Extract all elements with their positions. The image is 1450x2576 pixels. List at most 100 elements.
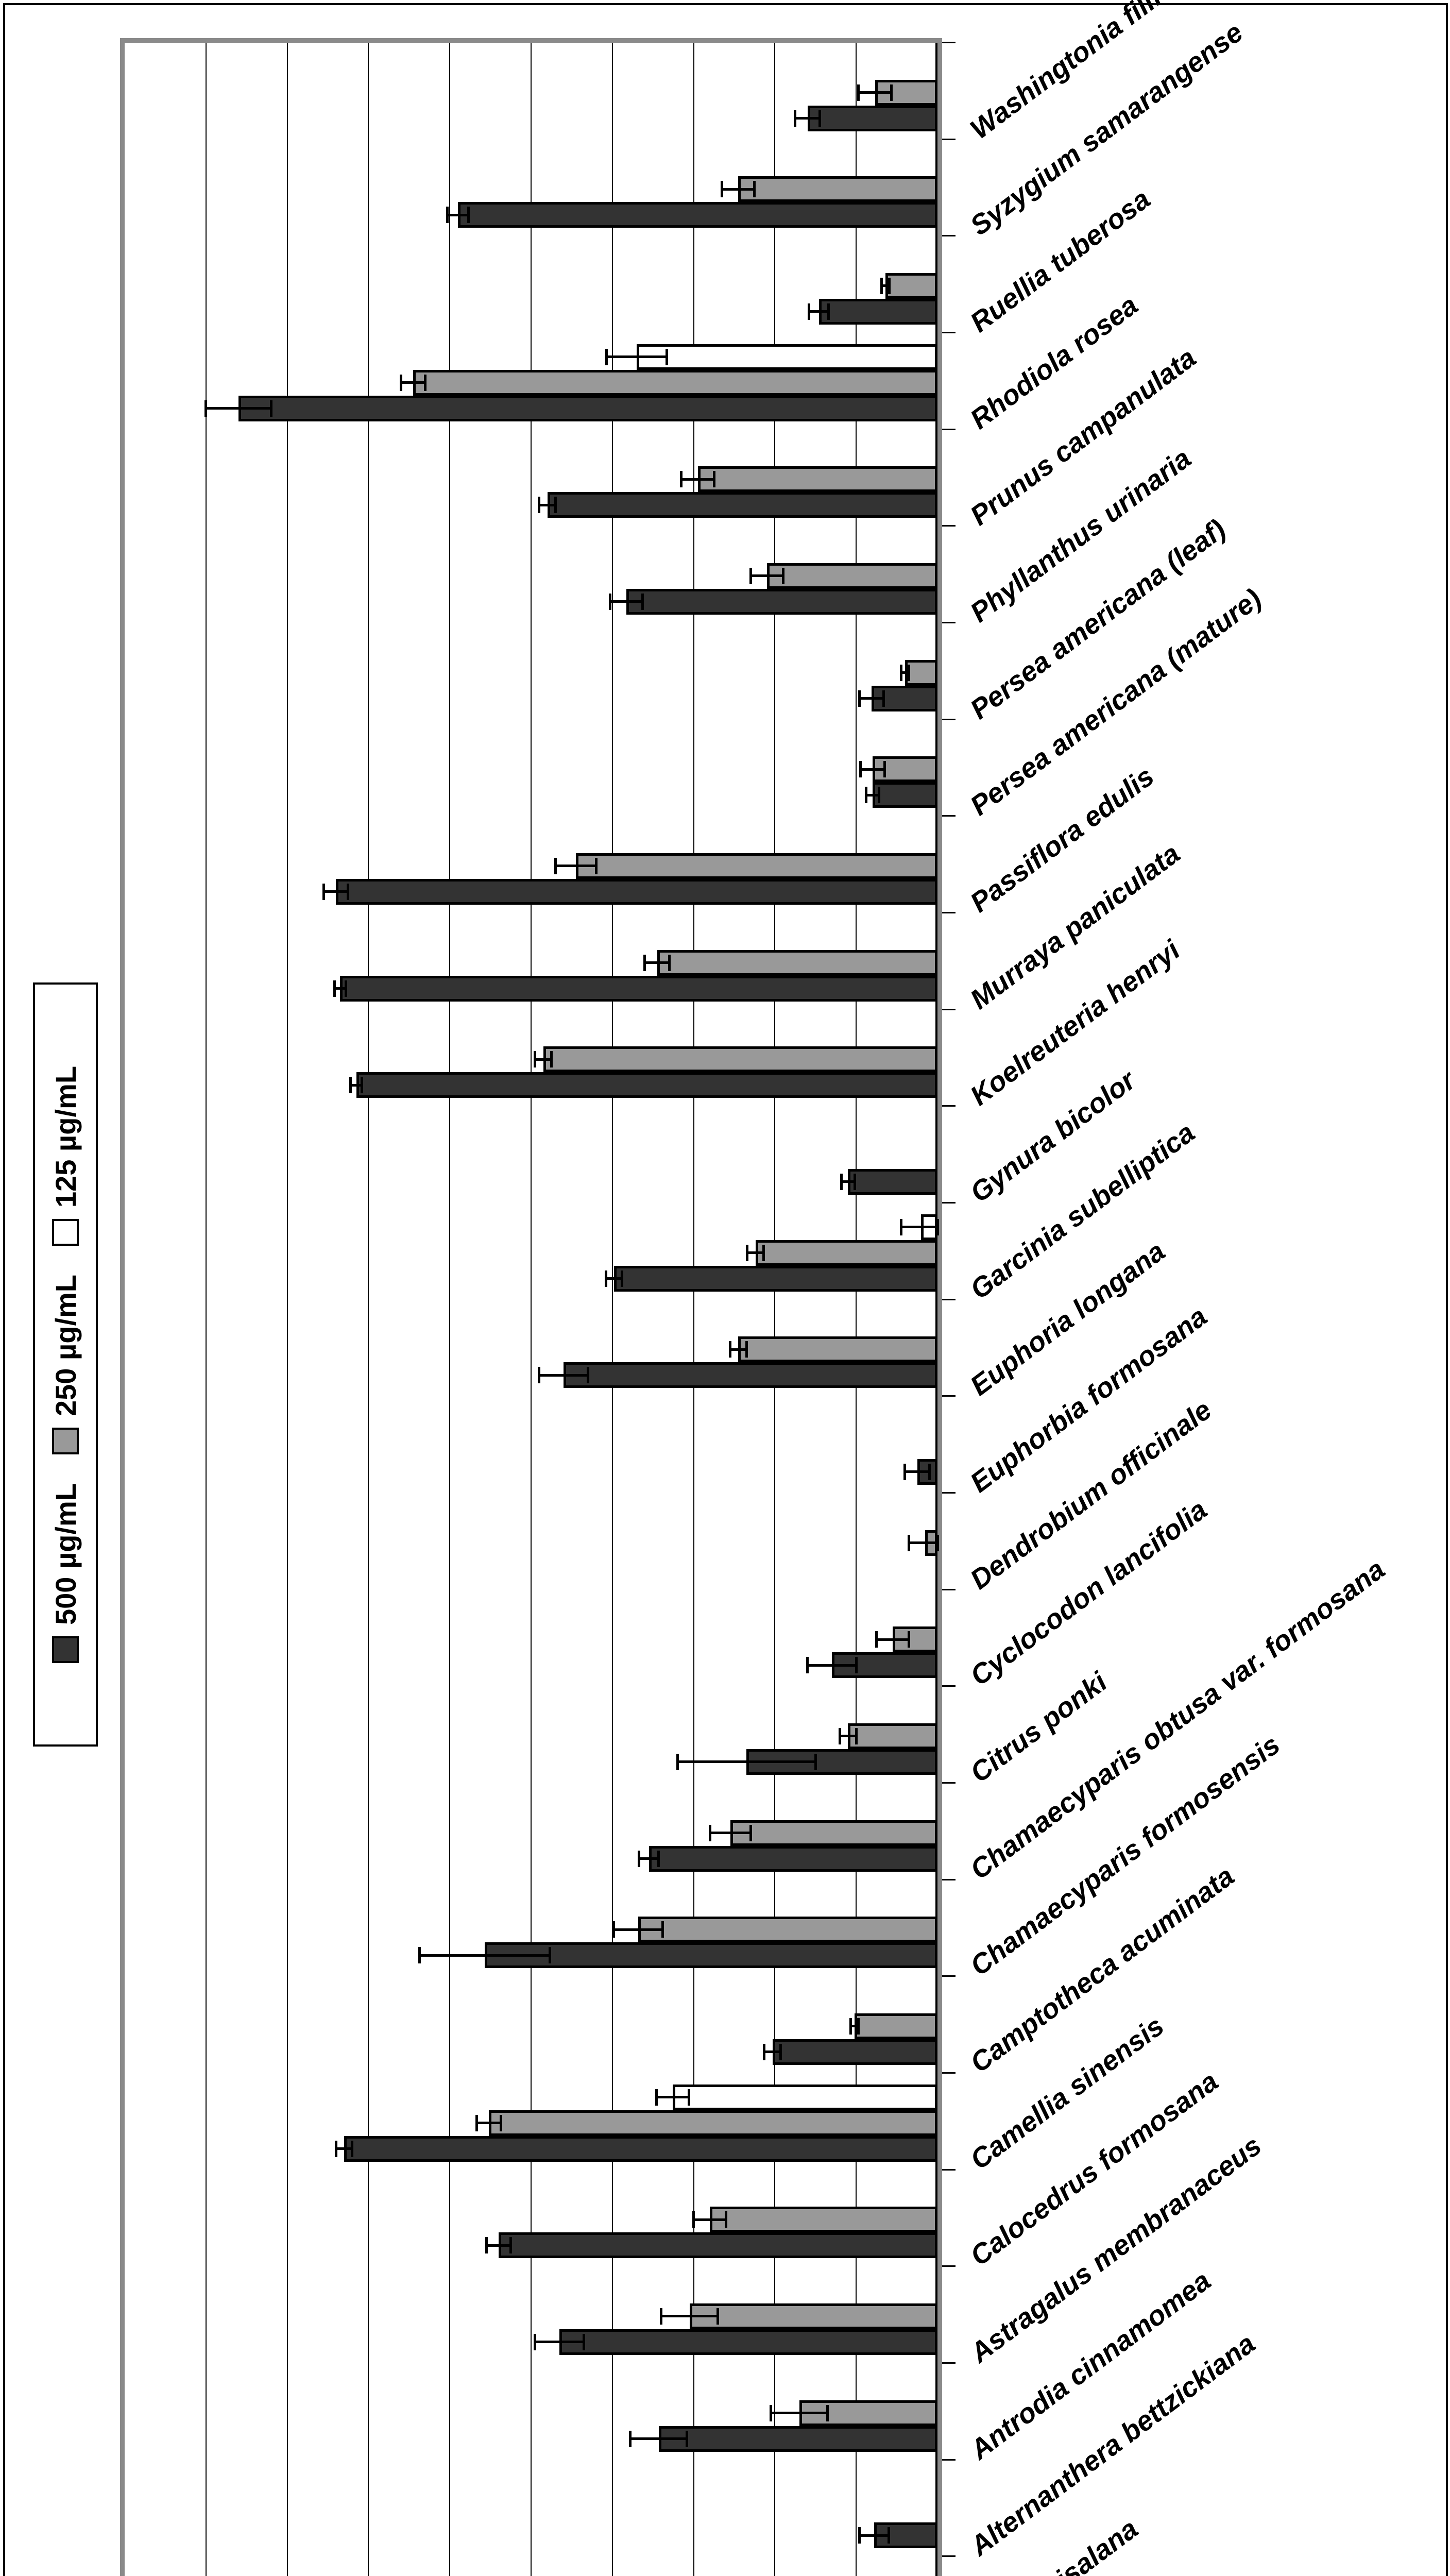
bar-500ug-astragalus-membranaceus bbox=[559, 2329, 937, 2355]
bar-500ug-chamaecyparis-formosensis bbox=[485, 1942, 937, 1969]
error-bar-cap bbox=[899, 664, 902, 681]
bar-250ug-rhodiola-rosea bbox=[413, 369, 937, 396]
error-bar-cap bbox=[586, 1367, 589, 1384]
error-bar-cap bbox=[605, 348, 608, 365]
category-tick bbox=[942, 2265, 956, 2267]
bar-250ug-koelreuteria-henryi bbox=[543, 1046, 937, 1073]
category-tick bbox=[942, 2362, 956, 2364]
bar-250ug-calocedrus-formosana bbox=[710, 2207, 937, 2233]
category-label-phyllanthus-urinaria: Phyllanthus urinaria bbox=[964, 443, 1197, 629]
gridline-80 bbox=[286, 43, 288, 2576]
category-label-persea-americana-leaf-: Persea americana (leaf) bbox=[964, 513, 1232, 725]
error-bar-cap bbox=[638, 1850, 641, 1867]
error-bar-cap bbox=[554, 858, 557, 874]
error-bar-cap bbox=[745, 1341, 748, 1358]
error-bar-cap bbox=[554, 497, 557, 514]
error-bar-stem bbox=[710, 1832, 751, 1835]
legend-item-500: 500 µg/mL bbox=[49, 1483, 82, 1664]
error-bar-cap bbox=[859, 761, 862, 778]
category-label-dendrobium-officinale: Dendrobium officinale bbox=[964, 1394, 1218, 1596]
error-bar-cap bbox=[686, 2430, 689, 2447]
error-bar-stem bbox=[909, 1541, 937, 1545]
error-bar-cap bbox=[857, 84, 860, 101]
gridline-20 bbox=[774, 43, 776, 2576]
category-tick bbox=[942, 2555, 956, 2557]
bar-250ug-camptotheca-acuminata bbox=[855, 2013, 937, 2039]
error-bar-cap bbox=[322, 884, 326, 900]
error-bar-cap bbox=[888, 278, 891, 294]
error-bar-cap bbox=[666, 348, 669, 365]
bar-500ug-passiflora-edulis bbox=[336, 879, 937, 905]
error-bar-cap bbox=[475, 2114, 478, 2131]
error-bar-cap bbox=[612, 1921, 616, 1938]
category-label-calocedrus-formosana: Calocedrus formosana bbox=[964, 2065, 1224, 2273]
error-bar-cap bbox=[781, 568, 784, 584]
legend-label: 125 µg/mL bbox=[49, 1065, 82, 1208]
bar-250ug-ruellia-tuberosa bbox=[885, 273, 937, 299]
category-label-garcinia-subelliptica: Garcinia subelliptica bbox=[964, 1116, 1201, 1306]
error-bar-cap bbox=[858, 690, 861, 707]
legend-swatch-icon bbox=[52, 1636, 79, 1664]
bar-250ug-garcinia-subelliptica bbox=[755, 1240, 937, 1266]
bar-500ug-euphoria-longana bbox=[564, 1362, 937, 1388]
category-tick bbox=[942, 1878, 956, 1880]
error-bar-cap bbox=[908, 1534, 911, 1551]
category-tick bbox=[942, 428, 956, 430]
error-bar-cap bbox=[269, 400, 272, 417]
error-bar-cap bbox=[621, 1270, 624, 1287]
error-bar-cap bbox=[899, 1218, 902, 1235]
error-bar-cap bbox=[661, 1921, 664, 1938]
error-bar-cap bbox=[659, 2308, 662, 2325]
error-bar-stem bbox=[206, 407, 271, 410]
error-bar-cap bbox=[749, 1824, 752, 1841]
category-tick bbox=[942, 1105, 956, 1107]
error-bar-stem bbox=[535, 2341, 584, 2344]
category-label-antrodia-cinnamomea: Antrodia cinnamomea bbox=[964, 2265, 1217, 2466]
gridline-60 bbox=[449, 43, 451, 2576]
bar-500ug-ruellia-tuberosa bbox=[818, 299, 937, 325]
error-bar-cap bbox=[351, 2140, 354, 2157]
error-bar-cap bbox=[729, 1341, 732, 1358]
bar-500ug-gynura-bicolor bbox=[848, 1169, 937, 1195]
error-bar-cap bbox=[882, 690, 885, 707]
error-bar-cap bbox=[708, 1824, 711, 1841]
category-tick bbox=[942, 1298, 956, 1300]
bar-500ug-persea-americana-mature- bbox=[872, 782, 937, 808]
bar-500ug-chamaecyparis-obtusa-var-formosana bbox=[649, 1845, 937, 1872]
error-bar-stem bbox=[747, 1251, 764, 1255]
error-bar-cap bbox=[887, 2527, 890, 2544]
legend-box: 500 µg/mL 250 µg/mL 125 µg/mL bbox=[33, 982, 98, 1747]
error-bar-stem bbox=[419, 1954, 550, 1957]
error-bar-cap bbox=[361, 1077, 364, 1094]
error-bar-cap bbox=[763, 2044, 766, 2060]
error-bar-cap bbox=[725, 2211, 728, 2228]
error-bar-cap bbox=[347, 884, 350, 900]
error-bar-stem bbox=[336, 2147, 352, 2150]
error-bar-cap bbox=[875, 1631, 878, 1648]
error-bar-stem bbox=[555, 865, 596, 868]
error-bar-cap bbox=[680, 471, 683, 488]
error-bar-cap bbox=[655, 2089, 658, 2106]
gridline-40 bbox=[611, 43, 613, 2576]
plot-area bbox=[120, 38, 942, 2576]
error-bar-stem bbox=[681, 478, 714, 481]
error-bar-stem bbox=[840, 1735, 857, 1738]
bar-250ug-astragalus-membranaceus bbox=[689, 2303, 937, 2329]
category-tick bbox=[942, 1588, 956, 1590]
error-bar-cap bbox=[604, 1270, 607, 1287]
category-tick bbox=[942, 332, 956, 333]
error-bar-cap bbox=[762, 1244, 765, 1261]
error-bar-cap bbox=[877, 787, 880, 804]
error-bar-cap bbox=[467, 207, 470, 224]
error-bar-cap bbox=[349, 1077, 352, 1094]
error-bar-cap bbox=[928, 1464, 931, 1480]
error-bar-stem bbox=[795, 117, 820, 120]
error-bar-stem bbox=[866, 793, 879, 796]
error-bar-cap bbox=[485, 2237, 488, 2254]
error-bar-cap bbox=[818, 110, 821, 127]
error-bar-cap bbox=[641, 594, 644, 610]
bar-500ug-camptotheca-acuminata bbox=[772, 2039, 937, 2065]
legend-swatch-icon bbox=[52, 1428, 79, 1455]
category-tick bbox=[942, 235, 956, 237]
